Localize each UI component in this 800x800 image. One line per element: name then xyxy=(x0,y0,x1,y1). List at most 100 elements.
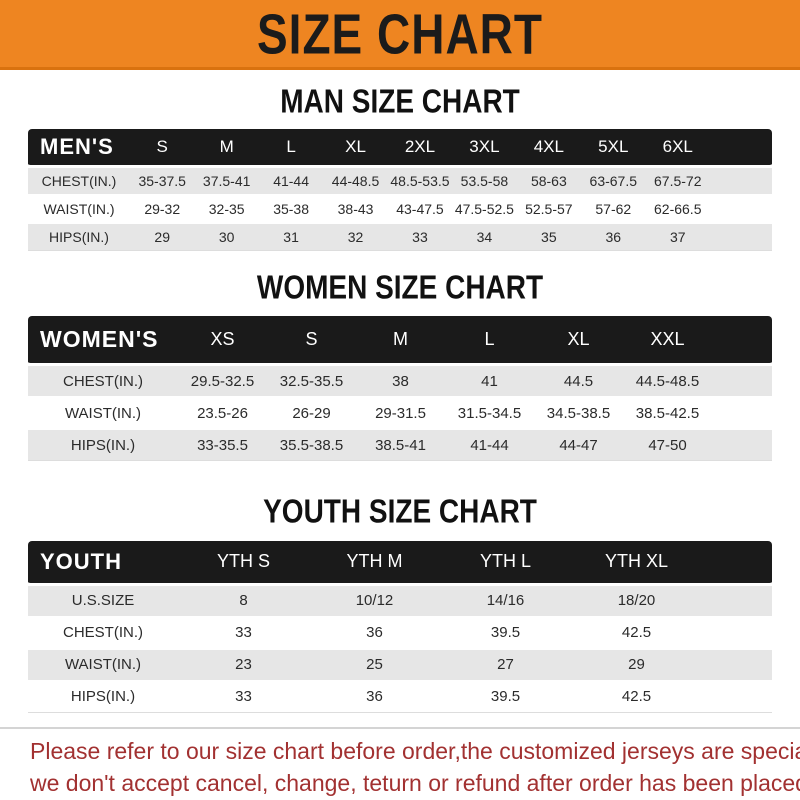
size-value-cell: 32-35 xyxy=(194,196,259,224)
size-column-header: XXL xyxy=(623,316,712,367)
size-value-cell: 33-35.5 xyxy=(178,430,267,462)
footer-disclaimer-line-2: we don't accept cancel, change, teturn o… xyxy=(30,769,800,796)
measurement-row: CHEST(IN.) 35-37.5 37.5-41 41-44 44-48.5 48.5… xyxy=(28,167,772,196)
footer-disclaimer-line-1: Please refer to our size chart before or… xyxy=(30,737,800,764)
size-column-header: XS xyxy=(178,316,267,367)
size-value-cell: 18/20 xyxy=(571,585,702,618)
size-value-cell: 39.5 xyxy=(440,618,571,650)
men-section-heading: MAN SIZE CHART xyxy=(280,83,520,120)
spacer-cell xyxy=(702,585,772,618)
size-value-cell: 35-37.5 xyxy=(130,167,195,196)
size-value-cell: 67.5-72 xyxy=(645,167,710,196)
size-column-header: YTH L xyxy=(440,540,571,586)
spacer-cell xyxy=(702,618,772,650)
spacer-cell xyxy=(710,196,772,224)
measure-row-label: HIPS(IN.) xyxy=(28,223,130,251)
spacer-cell xyxy=(712,398,772,431)
spacer-cell xyxy=(702,540,772,586)
size-column-header: M xyxy=(194,128,259,168)
size-value-cell: 58-63 xyxy=(516,167,582,196)
spacer-cell xyxy=(702,682,772,713)
size-column-header: S xyxy=(267,316,356,367)
size-value-cell: 38.5-42.5 xyxy=(623,398,712,431)
measure-row-label: HIPS(IN.) xyxy=(28,682,178,713)
spacer-cell xyxy=(710,167,772,196)
women-size-table: WOMEN'S XS S M L XL XXL CHEST(IN.) 29.5-32.5 32.5… xyxy=(28,316,772,462)
size-value-cell: 62-66.5 xyxy=(645,196,710,224)
size-value-cell: 44.5 xyxy=(534,366,623,399)
women-section-heading: WOMEN SIZE CHART xyxy=(256,268,544,306)
footer-disclaimer: Please refer to our size chart before or… xyxy=(0,726,800,800)
spacer-cell xyxy=(702,649,772,682)
size-column-header: YTH M xyxy=(309,540,440,586)
youth-section-heading: YOUTH SIZE CHART xyxy=(263,493,537,530)
size-value-cell: 33 xyxy=(178,618,309,650)
measurement-row: HIPS(IN.) 33 36 39.5 42.5 xyxy=(28,682,772,713)
size-value-cell: 41 xyxy=(445,366,534,399)
measure-row-label: WAIST(IN.) xyxy=(28,649,178,682)
size-value-cell: 32 xyxy=(323,223,388,251)
measurement-row: CHEST(IN.) 29.5-32.5 32.5-35.5 38 41 44.5 44.5… xyxy=(28,366,772,399)
measure-row-label: HIPS(IN.) xyxy=(28,430,178,462)
size-value-cell: 37 xyxy=(645,223,710,251)
spacer-cell xyxy=(710,128,772,168)
size-column-header: L xyxy=(258,128,324,168)
size-chart-banner: SIZE CHART xyxy=(0,0,800,70)
size-value-cell: 33 xyxy=(387,223,453,251)
size-value-cell: 27 xyxy=(440,649,571,682)
size-column-header: YTH XL xyxy=(571,540,702,586)
measurement-row: CHEST(IN.) 33 36 39.5 42.5 xyxy=(28,618,772,650)
measurement-row: WAIST(IN.) 23 25 27 29 xyxy=(28,649,772,682)
size-table-corner-label: WOMEN'S xyxy=(28,316,178,367)
size-column-header: 4XL xyxy=(516,128,582,168)
size-value-cell: 33 xyxy=(178,682,309,713)
spacer-cell xyxy=(712,430,772,462)
page-title: SIZE CHART xyxy=(257,1,543,66)
size-value-cell: 42.5 xyxy=(571,682,702,713)
measure-row-label: WAIST(IN.) xyxy=(28,398,178,431)
women-section: WOMEN SIZE CHART WOMEN'S XS S M L XL XXL CHEST(… xyxy=(0,268,800,462)
size-value-cell: 31 xyxy=(258,223,324,251)
size-column-header: YTH S xyxy=(178,540,309,586)
youth-size-table: YOUTH YTH S YTH M YTH L YTH XL U.S.SIZE 8 10/12… xyxy=(28,540,772,713)
size-value-cell: 35-38 xyxy=(258,196,324,224)
measure-row-label: U.S.SIZE xyxy=(28,585,178,618)
measurement-row: HIPS(IN.) 33-35.5 35.5-38.5 38.5-41 41-44 44-… xyxy=(28,430,772,462)
youth-section: YOUTH SIZE CHART YOUTH YTH S YTH M YTH L YTH… xyxy=(0,493,800,713)
size-value-cell: 47-50 xyxy=(623,430,712,462)
size-column-header: 2XL xyxy=(387,128,453,168)
size-value-cell: 36 xyxy=(309,682,440,713)
size-column-header: XL xyxy=(323,128,388,168)
size-value-cell: 29-32 xyxy=(130,196,195,224)
size-value-cell: 44.5-48.5 xyxy=(623,366,712,399)
size-value-cell: 23.5-26 xyxy=(178,398,267,431)
measure-row-label: WAIST(IN.) xyxy=(28,196,130,224)
size-value-cell: 63-67.5 xyxy=(581,167,646,196)
size-column-header: XL xyxy=(534,316,623,367)
spacer-cell xyxy=(710,223,772,251)
size-value-cell: 8 xyxy=(178,585,309,618)
size-value-cell: 31.5-34.5 xyxy=(445,398,534,431)
measurement-row: HIPS(IN.) 29 30 31 32 33 34 35 36 37 xyxy=(28,223,772,251)
size-value-cell: 10/12 xyxy=(309,585,440,618)
men-section: MAN SIZE CHART MEN'S S M L XL 2XL 3XL 4XL 5XL 6XL… xyxy=(0,83,800,251)
size-value-cell: 48.5-53.5 xyxy=(387,167,453,196)
size-column-header: 6XL xyxy=(645,128,710,168)
size-value-cell: 52.5-57 xyxy=(516,196,582,224)
size-value-cell: 34.5-38.5 xyxy=(534,398,623,431)
size-table-corner-label: MEN'S xyxy=(28,128,130,168)
size-value-cell: 29-31.5 xyxy=(356,398,445,431)
measurement-row: WAIST(IN.) 23.5-26 26-29 29-31.5 31.5-34.5 34… xyxy=(28,398,772,431)
size-column-header: 3XL xyxy=(452,128,517,168)
size-column-header: M xyxy=(356,316,445,367)
size-value-cell: 36 xyxy=(581,223,646,251)
size-value-cell: 44-47 xyxy=(534,430,623,462)
size-value-cell: 44-48.5 xyxy=(323,167,388,196)
size-value-cell: 38 xyxy=(356,366,445,399)
measure-row-label: CHEST(IN.) xyxy=(28,366,178,399)
size-value-cell: 41-44 xyxy=(258,167,324,196)
size-value-cell: 36 xyxy=(309,618,440,650)
measurement-row: U.S.SIZE 8 10/12 14/16 18/20 xyxy=(28,585,772,618)
size-value-cell: 47.5-52.5 xyxy=(452,196,517,224)
size-column-header: S xyxy=(130,128,195,168)
